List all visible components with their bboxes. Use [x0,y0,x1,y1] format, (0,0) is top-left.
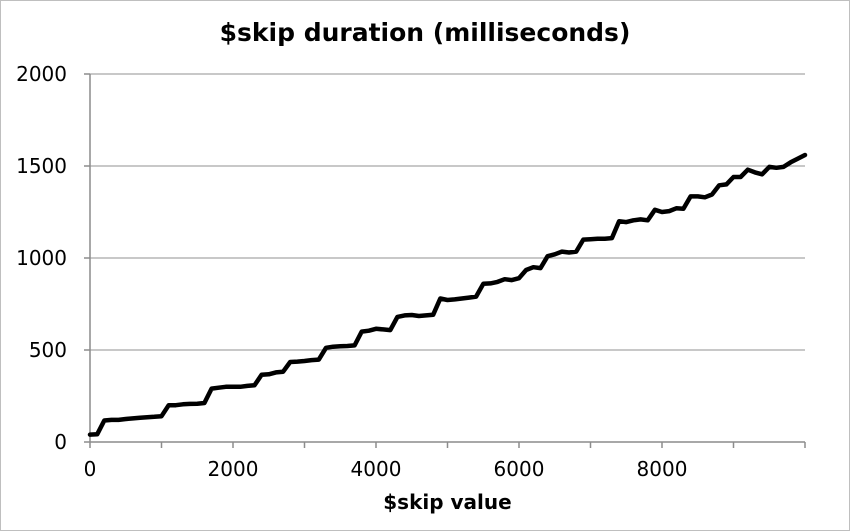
x-axis-label: $skip value [383,490,512,514]
y-tick-label: 1500 [16,154,67,178]
y-tick-label: 2000 [16,62,67,86]
x-tick-label: 2000 [208,457,259,481]
y-tick-label: 500 [29,338,67,362]
x-tick-label: 4000 [351,457,402,481]
y-tick-label: 1000 [16,246,67,270]
x-tick-label: 6000 [494,457,545,481]
series-line [87,152,808,437]
x-tick-label: 0 [84,457,97,481]
x-tick-label: 8000 [637,457,688,481]
chart-title: $skip duration (milliseconds) [219,18,631,47]
y-tick-label: 0 [54,430,67,454]
